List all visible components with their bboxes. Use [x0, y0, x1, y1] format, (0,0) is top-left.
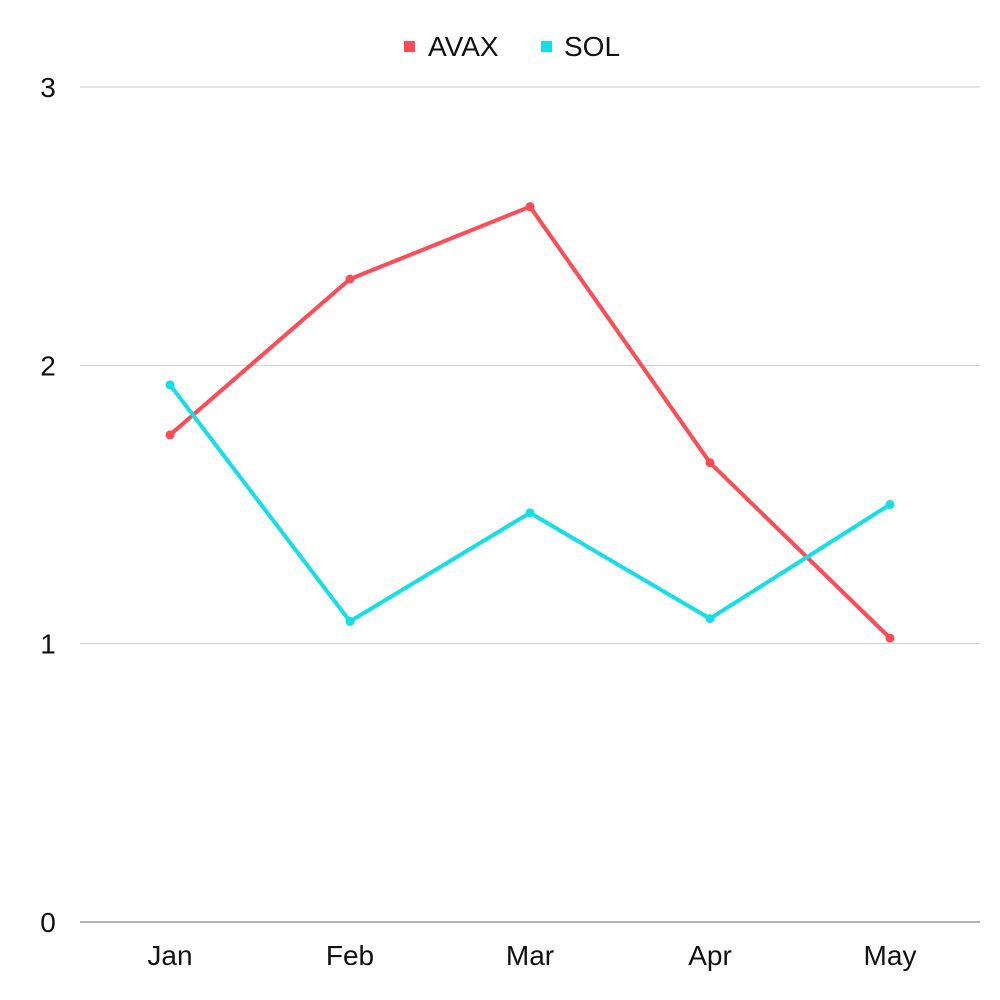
- x-tick-label-mar: Mar: [506, 940, 554, 971]
- series-lines: [165, 202, 895, 643]
- x-tick-label-feb: Feb: [326, 940, 374, 971]
- y-tick-label-3: 3: [40, 72, 56, 103]
- data-point-sol-mar: [525, 508, 535, 518]
- y-tick-label-1: 1: [40, 629, 56, 660]
- legend: AVAX SOL: [404, 31, 620, 62]
- data-point-sol-may: [885, 500, 895, 509]
- legend-marker-avax: [404, 41, 415, 52]
- data-point-avax-feb: [345, 274, 355, 284]
- y-tick-label-0: 0: [40, 907, 56, 938]
- data-point-sol-feb: [345, 616, 355, 626]
- data-point-avax-apr: [705, 458, 715, 468]
- data-point-avax-jan: [165, 430, 175, 440]
- data-point-sol-apr: [705, 614, 715, 624]
- legend-marker-sol: [541, 41, 552, 52]
- series-line-sol: [168, 382, 892, 624]
- legend-label-avax: AVAX: [428, 31, 499, 62]
- legend-label-sol: SOL: [564, 31, 620, 62]
- y-tick-label-2: 2: [40, 350, 56, 381]
- x-tick-label-jan: Jan: [147, 940, 192, 971]
- series-sol: [165, 380, 895, 626]
- y-axis-ticks: 0 1 2 3: [40, 72, 56, 938]
- x-tick-label-may: May: [864, 940, 917, 971]
- x-axis-ticks: Jan Feb Mar Apr May: [147, 940, 916, 971]
- x-tick-label-apr: Apr: [688, 940, 732, 971]
- data-point-avax-mar: [525, 202, 535, 212]
- data-point-avax-may: [885, 633, 895, 643]
- data-point-sol-jan: [165, 380, 175, 390]
- gridlines: [80, 86, 980, 923]
- series-avax: [165, 202, 895, 643]
